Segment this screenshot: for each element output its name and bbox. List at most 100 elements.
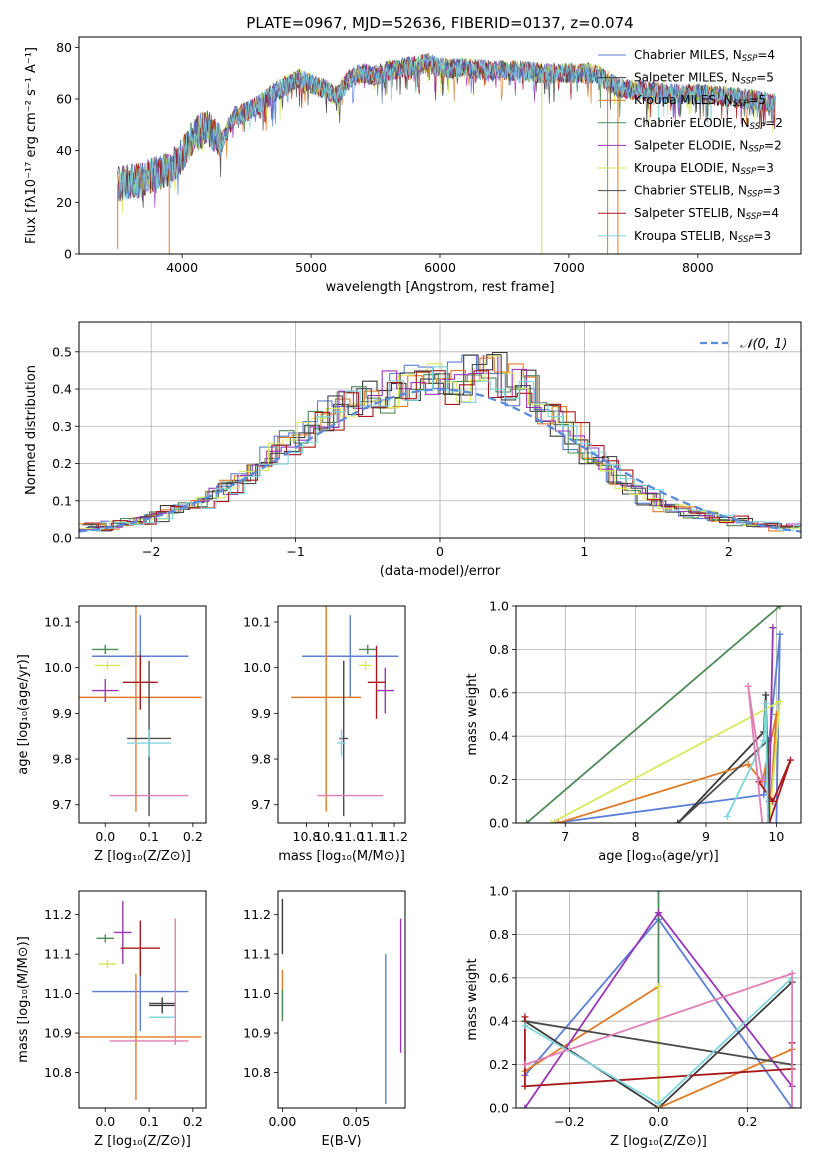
x-tick-label: 0.2	[738, 1114, 758, 1129]
y-tick-label: 0.0	[52, 531, 72, 546]
plot-area-massweight-vs-Z	[521, 891, 796, 1108]
y-tick-label: 10.1	[44, 614, 72, 629]
massweight-marker	[758, 819, 766, 823]
x-tick-label: 0.2	[183, 829, 203, 844]
massweight-series	[726, 703, 769, 823]
y-axis-label: Normed distribution	[24, 365, 39, 495]
x-tick-label: −2	[142, 544, 160, 559]
y-tick-label: 0.6	[489, 970, 509, 985]
residuals-legend: 𝒩(0, 1)	[700, 337, 787, 352]
massweight-marker	[760, 737, 768, 745]
panel-residuals: −2 −1 0 1 2 0.0 0.1 0.2 0.3 0.4 0.5 (data-model)/er…	[24, 321, 802, 579]
massweight-marker	[772, 819, 780, 823]
y-tick-label: 10.0	[44, 660, 72, 675]
x-tick-label: 0.05	[342, 1114, 370, 1129]
legend-label: 𝒩(0, 1)	[740, 337, 787, 352]
y-tick-label: 1.0	[489, 884, 509, 899]
histogram-kroupa-stelib	[85, 366, 801, 532]
x-tick-label: 8000	[682, 260, 714, 275]
y-tick-label: 0.1	[52, 493, 72, 508]
x-axis-label: wavelength [Angstrom, rest frame]	[326, 280, 555, 295]
y-tick-label: 0.8	[489, 642, 509, 657]
errorbar-point	[302, 615, 399, 698]
errorbar-point	[359, 644, 377, 654]
massweight-series	[550, 699, 781, 823]
legend-label: Kroupa ELODIE, NSSP=3	[634, 161, 774, 177]
massweight-series	[526, 606, 781, 823]
x-tick-label: 0.00	[269, 1114, 297, 1129]
y-tick-label: 11.0	[44, 986, 72, 1001]
y-tick-label: 10.1	[243, 614, 271, 629]
axes-frame	[78, 36, 802, 255]
massweight-marker	[521, 1104, 529, 1108]
massweight-marker	[723, 812, 731, 820]
massweight-marker	[554, 819, 562, 823]
panel-age-vs-Z: 0.0 0.1 0.2 9.7 9.8 9.9 10.0 10.1 Z [log₁₀(Z/Z⊙)…	[16, 605, 207, 864]
massweight-marker	[764, 819, 772, 823]
x-axis-label: Z [log₁₀(Z/Z⊙)]	[94, 849, 191, 864]
x-tick-label: 0	[436, 544, 444, 559]
axes-frame	[78, 605, 207, 824]
errorbar-point	[94, 660, 121, 670]
x-tick-label: −1	[286, 544, 304, 559]
axes-frame	[78, 890, 207, 1109]
x-tick-label: 2	[725, 544, 733, 559]
massweight-marker	[674, 819, 682, 823]
y-tick-label: 0.0	[489, 1101, 509, 1116]
y-tick-label: 0.4	[489, 1014, 509, 1029]
x-axis-label: mass [log₁₀(M/M⊙)]	[278, 849, 405, 864]
massweight-marker	[744, 760, 752, 768]
y-tick-label: 10.8	[44, 1065, 72, 1080]
x-tick-label: 5000	[295, 260, 327, 275]
x-axis-label: Z [log₁₀(Z/Z⊙)]	[610, 1134, 707, 1149]
massweight-series	[768, 627, 774, 802]
massweight-marker	[521, 1013, 529, 1021]
plot-area-mass-vs-Z	[79, 900, 202, 1101]
errorbar-point	[92, 679, 119, 702]
y-tick-label: 0	[64, 247, 72, 262]
errorbar-point	[291, 606, 362, 812]
errorbar-point	[92, 644, 119, 654]
y-tick-label: 11.1	[243, 947, 271, 962]
y-tick-label: 20	[56, 195, 72, 210]
x-tick-label: 7	[561, 829, 569, 844]
y-tick-label: 10.9	[44, 1026, 72, 1041]
massweight-marker	[776, 630, 784, 638]
plot-area-massweight-vs-age	[523, 606, 794, 823]
massweight-marker	[744, 682, 752, 690]
y-tick-label: 0.3	[52, 419, 72, 434]
y-tick-label: 11.1	[44, 947, 72, 962]
x-tick-label: 9	[702, 829, 710, 844]
y-tick-label: 11.2	[44, 907, 72, 922]
y-axis-label: mass weight	[465, 673, 480, 755]
x-tick-label: 11.0	[336, 829, 364, 844]
massweight-series	[524, 1020, 793, 1066]
x-tick-label: 4000	[166, 260, 198, 275]
massweight-marker	[523, 819, 531, 823]
x-axis-label: age [log₁₀(age/yr)]	[598, 849, 719, 864]
panel-spectrum: 4000 5000 6000 7000 8000 0 20 40 60 80 wavelength …	[24, 36, 802, 295]
y-tick-label: 0.4	[52, 382, 72, 397]
massweight-marker	[655, 891, 662, 895]
y-axis-label: mass [log₁₀(M/M⊙)]	[16, 936, 31, 1063]
massweight-marker	[521, 1061, 529, 1069]
errorbar-point	[149, 997, 176, 1014]
x-axis-label: Z [log₁₀(Z/Z⊙)]	[94, 1134, 191, 1149]
errorbar-point	[114, 900, 132, 964]
massweight-series	[554, 634, 781, 823]
y-axis-label: Flux [fλ10⁻¹⁷ erg cm⁻² s⁻¹ A⁻¹]	[24, 47, 39, 244]
errorbar-point	[96, 934, 115, 943]
y-tick-label: 9.8	[251, 752, 271, 767]
y-tick-label: 10.8	[243, 1065, 271, 1080]
x-tick-label: 10.8	[293, 829, 321, 844]
y-tick-label: 0.0	[489, 816, 509, 831]
plot-area-spectrum	[117, 53, 776, 254]
x-axis-label: E(B-V)	[321, 1134, 361, 1149]
plot-area-age-vs-Z	[79, 606, 202, 817]
x-tick-label: 0.0	[649, 1114, 669, 1129]
massweight-marker	[521, 1022, 529, 1030]
plot-area-age-vs-mass	[291, 606, 399, 817]
x-tick-label: 0.0	[95, 1114, 115, 1129]
massweight-marker	[762, 691, 770, 699]
panel-mass-vs-EBV: 0.00 0.05 10.8 10.9 11.0 11.1 11.2 E(B-V)	[243, 890, 406, 1149]
